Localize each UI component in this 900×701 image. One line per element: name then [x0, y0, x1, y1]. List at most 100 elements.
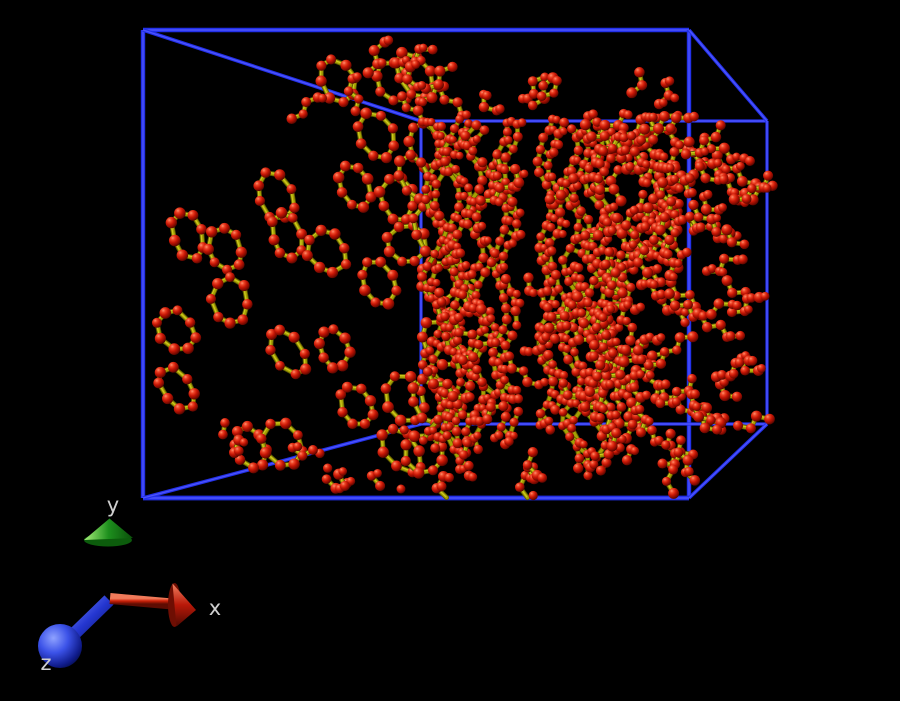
atom: [409, 255, 420, 267]
atom: [573, 156, 582, 165]
atom: [500, 411, 511, 422]
atom: [449, 135, 457, 144]
atom: [636, 370, 645, 379]
atom: [546, 311, 557, 322]
atom: [433, 414, 444, 425]
atom: [673, 198, 684, 209]
atom: [604, 247, 615, 257]
atom: [275, 207, 288, 219]
atom: [659, 110, 670, 122]
atom: [242, 299, 253, 310]
atom: [698, 311, 709, 321]
atom: [656, 289, 667, 300]
atom: [394, 72, 405, 84]
atom: [669, 300, 681, 311]
atom: [711, 226, 722, 237]
atom: [547, 172, 557, 182]
atom: [719, 377, 729, 387]
atom: [474, 339, 484, 350]
atom: [444, 167, 454, 177]
atom: [492, 150, 502, 160]
atom: [609, 202, 619, 212]
atom: [340, 259, 352, 270]
atom: [595, 412, 605, 423]
atom: [693, 212, 704, 222]
atom: [543, 349, 554, 361]
atom: [757, 363, 766, 373]
atom: [643, 360, 654, 371]
atom: [486, 314, 496, 323]
atom: [382, 401, 394, 413]
atom: [300, 363, 312, 375]
atom: [424, 65, 436, 77]
atom: [598, 313, 608, 322]
atom: [548, 360, 558, 369]
molecule-fragment: [504, 351, 549, 390]
atom: [419, 245, 431, 257]
atom: [434, 65, 446, 77]
atom: [576, 206, 586, 216]
atom: [689, 111, 699, 122]
atom: [461, 426, 471, 437]
atom: [388, 95, 399, 106]
atom: [381, 231, 393, 243]
atom: [656, 277, 667, 288]
atom: [721, 224, 733, 236]
atom: [562, 179, 571, 188]
atom: [482, 90, 492, 101]
box-edge-highlight: [688, 29, 768, 122]
atom: [512, 131, 523, 142]
atom: [554, 207, 566, 218]
atom: [719, 253, 730, 264]
atom: [601, 457, 612, 468]
atom: [553, 139, 564, 150]
atom: [734, 357, 745, 368]
atom: [659, 212, 670, 223]
atom: [624, 153, 633, 163]
molecule-fragment: [523, 272, 553, 313]
atom: [508, 239, 517, 248]
atom: [635, 404, 645, 414]
atom: [579, 440, 588, 449]
atom: [362, 67, 374, 79]
atom: [715, 120, 726, 131]
atom: [638, 189, 648, 200]
molecule-ring: [332, 160, 377, 213]
molecule-fragment: [654, 212, 683, 282]
atom: [601, 330, 611, 341]
molecule-fragment: [660, 205, 692, 274]
atom: [359, 284, 371, 297]
atom: [299, 348, 310, 359]
atom: [580, 230, 591, 241]
atom: [614, 323, 624, 333]
atom: [558, 407, 568, 417]
atom: [684, 211, 695, 222]
atom: [666, 196, 677, 207]
atom: [733, 420, 744, 431]
atom: [515, 208, 525, 218]
molecule-ring: [380, 370, 430, 427]
atom: [499, 224, 510, 235]
atom: [368, 150, 379, 161]
atom: [341, 381, 353, 393]
atom: [718, 203, 727, 212]
atom: [565, 243, 575, 254]
atom: [684, 466, 694, 477]
atom: [474, 184, 485, 195]
atom: [394, 414, 407, 427]
atom: [715, 319, 726, 331]
atom: [573, 334, 585, 346]
atom: [554, 284, 564, 294]
atom: [552, 75, 562, 86]
molecule-fragment: [673, 435, 701, 486]
atom: [417, 271, 428, 282]
atom: [700, 147, 710, 156]
atom: [648, 134, 659, 145]
atom: [616, 250, 626, 260]
atom: [364, 395, 377, 407]
atom: [547, 376, 559, 387]
atom: [517, 118, 527, 127]
atom: [387, 123, 399, 134]
atom: [589, 459, 599, 470]
